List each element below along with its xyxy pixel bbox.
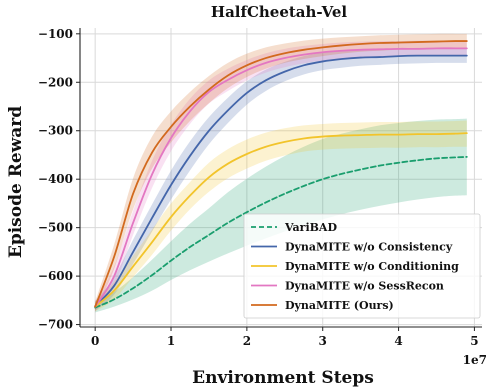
axis-layer: 0 1 2 3 4 5 −700 −600 −500 −400 −300 −200 −100 [38, 27, 482, 348]
line-dynamite-w-o-consistency [94, 54, 468, 308]
y-tick-label: −200 [38, 75, 73, 89]
line-layer [94, 40, 468, 309]
y-tick-label: −600 [38, 269, 73, 283]
grid-layer [80, 28, 482, 327]
band-dynamite-w-o-consistency [95, 47, 467, 312]
x-axis-label: Environment Steps [192, 368, 374, 388]
x-tick-label: 1 [167, 334, 175, 348]
band-dynamite-w-o-conditioning [95, 120, 467, 312]
line-varibad [94, 156, 468, 309]
y-tick-label: −100 [38, 27, 73, 41]
x-tick-label: 5 [470, 334, 478, 348]
legend-label-dynamite-w-o-conditioning: DynaMITE w/o Conditioning [285, 260, 459, 273]
x-tick-label: 2 [243, 334, 251, 348]
band-dynamite-ours [95, 33, 467, 312]
legend-label-dynamite-w-o-consistency: DynaMITE w/o Consistency [285, 241, 453, 254]
y-tick-label: −300 [38, 124, 73, 138]
chart-title: HalfCheetah-Vel [211, 3, 347, 21]
legend-label-dynamite-w-o-sessrecon: DynaMITE w/o SessRecon [285, 280, 444, 293]
x-tick-label: 3 [319, 334, 327, 348]
x-tick-label: 0 [91, 334, 99, 348]
legend-frame [243, 213, 481, 319]
legend-label-dynamite-ours: DynaMITE (Ours) [285, 299, 394, 312]
legend-label-varibad: VariBAD [284, 221, 337, 234]
y-axis-label: Episode Reward [6, 106, 26, 258]
line-dynamite-w-o-sessrecon [94, 47, 468, 308]
line-dynamite-ours [94, 40, 468, 308]
line-dynamite-w-o-conditioning [94, 132, 468, 308]
y-tick-label: −700 [38, 318, 73, 332]
legend: VariBAD DynaMITE w/o Consistency DynaMITE … [243, 213, 481, 319]
y-tick-label: −500 [38, 221, 73, 235]
y-tick-label: −400 [38, 172, 73, 186]
legend-items: VariBAD DynaMITE w/o Consistency DynaMITE … [251, 221, 459, 312]
x-axis-multiplier: 1e7 [463, 353, 487, 367]
x-tick-label: 4 [394, 334, 402, 348]
